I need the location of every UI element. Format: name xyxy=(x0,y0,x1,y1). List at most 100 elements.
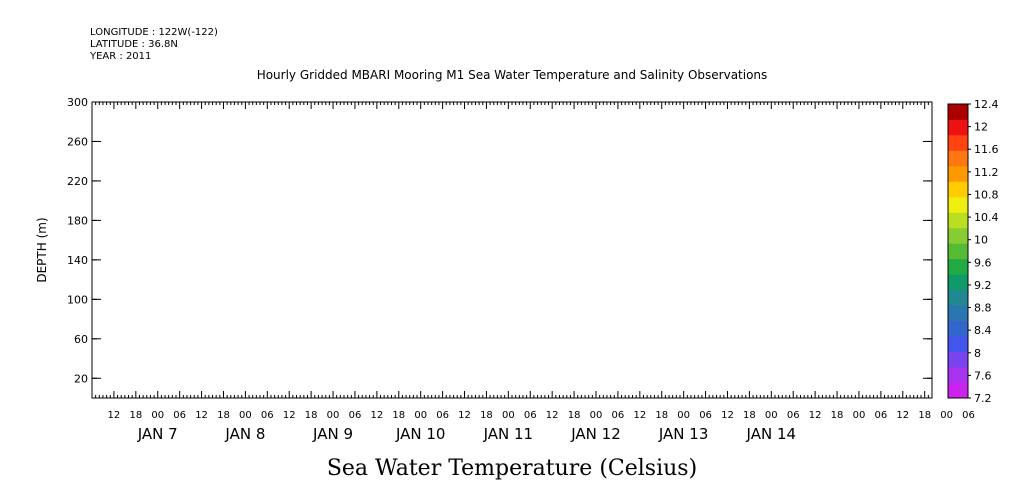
colorbar-swatch xyxy=(948,336,968,352)
x-hour-label: 18 xyxy=(918,410,931,421)
x-hour-label: 00 xyxy=(327,410,340,421)
x-hour-label: 06 xyxy=(699,410,712,421)
colorbar-swatch xyxy=(948,367,968,383)
colorbar-swatch xyxy=(948,227,968,244)
colorbar: 7.2 7.6 8 8.4 8.8 9.2 9.6 10 10.4 10.8 11.2 11.6 12 1… xyxy=(947,98,999,405)
x-hour-label: 12 xyxy=(809,410,822,421)
x-hour-label: 12 xyxy=(108,410,121,421)
colorbar-swatch xyxy=(948,289,968,306)
x-hour-label: 00 xyxy=(502,410,515,421)
colorbar-swatch xyxy=(948,351,968,368)
x-day-label: JAN 8 xyxy=(224,425,265,443)
y-tick-label: 140 xyxy=(67,254,88,267)
x-hour-label: 00 xyxy=(765,410,778,421)
y-tick-label: 180 xyxy=(67,214,88,227)
colorbar-tick-label: 9.2 xyxy=(974,279,992,292)
colorbar-swatch xyxy=(948,181,968,198)
y-axis: 20 60 100 140 180 220 260 300 xyxy=(67,96,932,385)
colorbar-swatch xyxy=(948,382,968,399)
colorbar-swatch xyxy=(948,243,968,260)
x-hour-label: 12 xyxy=(721,410,734,421)
x-day-label: JAN 14 xyxy=(746,425,797,443)
x-hour-label: 18 xyxy=(831,410,844,421)
colorbar-tick-label: 11.2 xyxy=(974,166,999,179)
x-day-label: JAN 9 xyxy=(312,425,353,443)
x-hour-label: 18 xyxy=(743,410,756,421)
x-hour-label: 12 xyxy=(458,410,471,421)
x-hour-label: 18 xyxy=(217,410,230,421)
x-hour-label: 18 xyxy=(655,410,668,421)
x-hour-label: 06 xyxy=(524,410,537,421)
colorbar-tick-label: 7.6 xyxy=(974,369,992,382)
x-hour-label: 06 xyxy=(612,410,625,421)
x-hour-label: 12 xyxy=(546,410,559,421)
x-hour-label: 12 xyxy=(371,410,384,421)
colorbar-frame xyxy=(947,103,969,399)
y-tick-label: 300 xyxy=(67,96,88,109)
x-hour-label: 00 xyxy=(414,410,427,421)
x-hour-label: 12 xyxy=(633,410,646,421)
x-hour-label: 18 xyxy=(305,410,318,421)
header-line: LATITUDE : 36.8N xyxy=(90,39,178,50)
x-hour-label: 06 xyxy=(261,410,274,421)
x-hour-label: 06 xyxy=(436,410,449,421)
x-hour-label: 06 xyxy=(787,410,800,421)
x-hour-label: 00 xyxy=(239,410,252,421)
colorbar-swatch xyxy=(948,196,968,213)
colorbar-swatch xyxy=(948,119,968,136)
chart-title: Hourly Gridded MBARI Mooring M1 Sea Wate… xyxy=(257,68,768,82)
y-tick-label: 20 xyxy=(74,372,88,385)
y-tick-label: 220 xyxy=(67,175,88,188)
x-hour-label: 06 xyxy=(875,410,888,421)
y-tick-label: 60 xyxy=(74,333,88,346)
y-axis-label: DEPTH (m) xyxy=(35,217,49,282)
x-hour-label: 12 xyxy=(195,410,208,421)
colorbar-label: Sea Water Temperature (Celsius) xyxy=(327,456,697,481)
colorbar-swatch xyxy=(948,274,968,291)
colorbar-tick-label: 7.2 xyxy=(974,392,992,405)
colorbar-tick-label: 10 xyxy=(974,234,988,247)
colorbar-swatch xyxy=(948,150,968,167)
x-day-label: JAN 7 xyxy=(137,425,178,443)
colorbar-swatch xyxy=(948,320,968,337)
colorbar-tick-label: 12.4 xyxy=(974,98,999,111)
x-hour-label: 00 xyxy=(853,410,866,421)
x-hour-label: 00 xyxy=(151,410,164,421)
header-block: LONGITUDE : 122W(-122)LATITUDE : 36.8NYE… xyxy=(89,27,218,62)
x-axis: 12 18 00 06 12 18 00 06 12 18 00 06 12 18 00 06 12 18 00 06… xyxy=(91,102,975,443)
x-hour-label: 06 xyxy=(349,410,362,421)
x-day-label: JAN 13 xyxy=(658,425,709,443)
x-hour-label: 18 xyxy=(392,410,405,421)
x-hour-label: 00 xyxy=(940,410,953,421)
x-hour-label: 18 xyxy=(129,410,142,421)
x-hour-label: 06 xyxy=(962,410,975,421)
x-hour-label: 12 xyxy=(896,410,909,421)
colorbar-tick-label: 9.6 xyxy=(974,256,992,269)
plot-frame xyxy=(91,101,933,399)
x-hour-label: 12 xyxy=(283,410,296,421)
colorbar-tick-label: 8.8 xyxy=(974,302,992,315)
colorbar-swatch xyxy=(948,258,968,275)
colorbar-swatch xyxy=(948,305,968,322)
colorbar-tick-label: 11.6 xyxy=(974,143,999,156)
x-day-label: JAN 11 xyxy=(483,425,534,443)
colorbar-tick-label: 10.4 xyxy=(974,211,999,224)
y-tick-label: 100 xyxy=(67,293,88,306)
x-hour-label: 18 xyxy=(568,410,581,421)
header-line: LONGITUDE : 122W(-122) xyxy=(90,27,218,38)
x-hour-label: 06 xyxy=(173,410,186,421)
y-tick-label: 260 xyxy=(67,135,88,148)
x-hour-label: 00 xyxy=(677,410,690,421)
colorbar-tick-label: 8.4 xyxy=(974,324,992,337)
colorbar-tick-label: 8 xyxy=(974,347,981,360)
colorbar-tick-label: 10.8 xyxy=(974,188,999,201)
colorbar-swatch xyxy=(948,212,968,229)
colorbar-swatch xyxy=(948,165,968,182)
colorbar-tick-label: 12 xyxy=(974,121,988,134)
header-line: YEAR : 2011 xyxy=(89,51,151,62)
colorbar-swatch xyxy=(948,104,968,120)
x-hour-label: 00 xyxy=(590,410,603,421)
x-day-label: JAN 12 xyxy=(570,425,621,443)
colorbar-swatch xyxy=(948,134,968,151)
